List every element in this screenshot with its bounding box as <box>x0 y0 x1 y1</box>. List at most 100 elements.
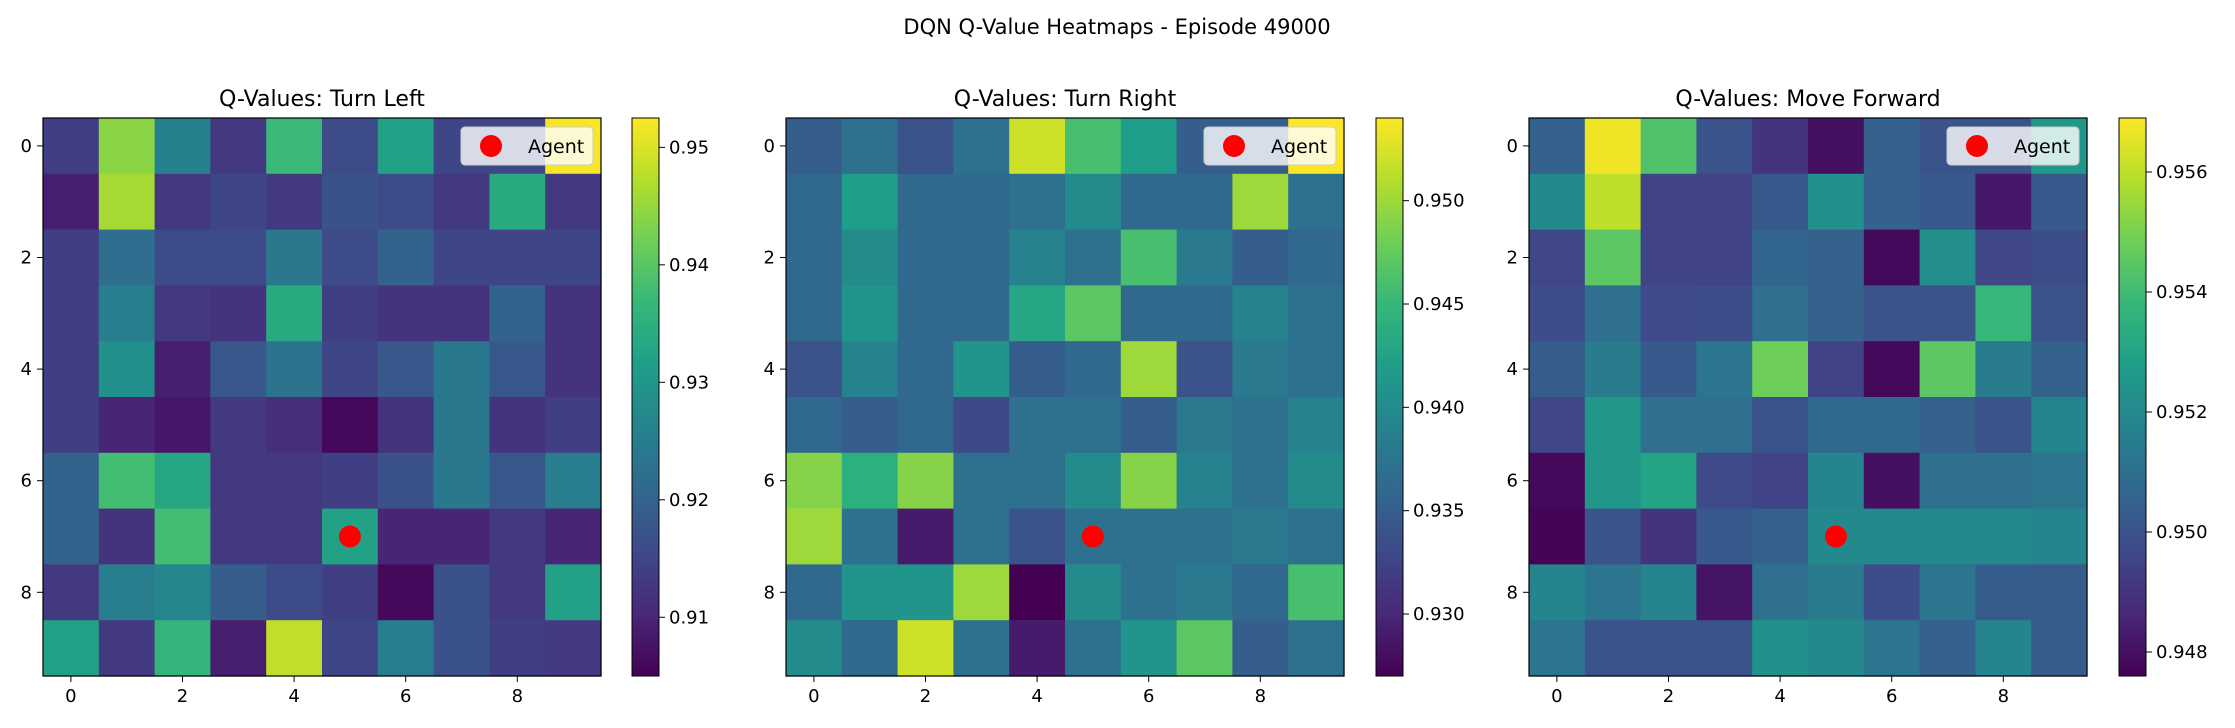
colorbar-tick-label: 0.956 <box>2156 162 2208 183</box>
heatmap-cell <box>266 118 323 175</box>
heatmap-cell <box>841 508 899 565</box>
heatmap-cell <box>1975 229 2032 286</box>
heatmap-cell <box>841 341 899 398</box>
heatmap-cell <box>897 229 954 286</box>
heatmap-cell <box>1176 397 1233 454</box>
heatmap-cell <box>545 341 602 398</box>
heatmap-cell <box>1640 229 1697 286</box>
heatmap-cell <box>322 285 379 342</box>
heatmap-cell <box>154 452 211 510</box>
axes-frame <box>785 117 1345 677</box>
legend: Agent <box>1203 126 1337 166</box>
heatmap-cell <box>1009 118 1066 175</box>
heatmap-cell <box>1863 620 1921 677</box>
heatmap-cell <box>1009 508 1066 565</box>
heatmap-cell <box>786 118 843 175</box>
heatmap-cell <box>1120 620 1178 677</box>
heatmap-cell <box>1065 620 1122 677</box>
heatmap-cell <box>210 285 267 342</box>
heatmap-cell <box>1752 173 1809 231</box>
heatmap-cell <box>377 118 435 175</box>
heatmap-cell <box>897 564 954 621</box>
heatmap-cell <box>1232 173 1289 231</box>
heatmap-cell <box>210 620 267 677</box>
heatmap-cell <box>43 229 100 286</box>
y-tick-label: 2 <box>764 248 775 269</box>
heatmap-cell <box>1584 229 1642 286</box>
heatmap-cell <box>266 620 323 677</box>
x-tick-label: 6 <box>1886 686 1897 707</box>
y-tick-label: 6 <box>21 471 32 492</box>
heatmap-cell <box>1288 341 1345 398</box>
y-tick-label: 8 <box>764 582 775 603</box>
heatmap-cell <box>1232 229 1289 286</box>
heatmap-cell <box>489 229 546 286</box>
legend-label: Agent <box>2014 136 2070 158</box>
x-tick-label: 8 <box>1255 686 1266 707</box>
heatmap-cell <box>1640 452 1697 510</box>
heatmap-cell <box>1752 564 1809 621</box>
heatmap-cell <box>43 118 100 175</box>
heatmap-cell <box>786 397 843 454</box>
colorbar: 0.948 0.950 0.952 0.954 0.956 <box>2118 117 2208 677</box>
heatmap-cell <box>1584 452 1642 510</box>
heatmap-cell <box>1975 341 2032 398</box>
heatmap-cell <box>1919 452 1976 510</box>
heatmap-cell <box>1232 564 1289 621</box>
agent-marker <box>338 525 361 548</box>
heatmap-cell <box>2031 341 2088 398</box>
heatmap-cell <box>1176 341 1233 398</box>
heatmap-cell <box>897 452 954 510</box>
heatmap-cell <box>953 564 1010 621</box>
heatmap-cell <box>2031 452 2088 510</box>
agent-marker <box>1824 525 1847 548</box>
heatmap-cell <box>210 341 267 398</box>
heatmap-cell <box>1696 397 1753 454</box>
heatmap-cell <box>377 620 435 677</box>
heatmap-cell <box>154 285 211 342</box>
y-tick-label: 0 <box>21 136 32 157</box>
heatmap-cell <box>2031 508 2088 565</box>
heatmap-cell <box>1919 173 1976 231</box>
y-tick-label: 4 <box>764 359 775 380</box>
heatmap-cell <box>1232 397 1289 454</box>
legend-marker-icon <box>480 135 502 157</box>
y-tick-label: 6 <box>1507 471 1518 492</box>
heatmap-cell <box>1696 620 1753 677</box>
heatmap-cell <box>154 397 211 454</box>
colorbar-gradient <box>631 117 660 677</box>
heatmap-cell <box>377 229 435 286</box>
y-tick-label: 6 <box>764 471 775 492</box>
colorbar-gradient <box>1375 117 1404 677</box>
heatmap-cell <box>1584 508 1642 565</box>
heatmap-cell <box>1640 508 1697 565</box>
heatmap-cell <box>1529 341 1586 398</box>
heatmap-cell <box>545 229 602 286</box>
legend-marker-icon <box>1966 135 1988 157</box>
heatmap-cell <box>841 285 899 342</box>
heatmap-cell <box>1752 341 1809 398</box>
colorbar-tick-label: 0.91 <box>669 607 709 628</box>
heatmap-cell <box>1696 285 1753 342</box>
heatmap-cell <box>1120 508 1178 565</box>
panel-title: Q-Values: Turn Left <box>219 87 425 112</box>
heatmap-cell <box>1009 564 1066 621</box>
heatmap-cell <box>545 452 602 510</box>
heatmap-cell <box>98 508 156 565</box>
heatmap-cell <box>1584 118 1642 175</box>
heatmap-cell <box>1529 229 1586 286</box>
heatmap-cell <box>1288 285 1345 342</box>
x-tick-label: 2 <box>177 686 188 707</box>
heatmap-cell <box>1919 341 1976 398</box>
heatmap-cell <box>1065 118 1122 175</box>
heatmap-cell <box>1529 285 1586 342</box>
heatmap-cell <box>1696 564 1753 621</box>
heatmap-cell <box>1065 285 1122 342</box>
heatmap-cell <box>98 341 156 398</box>
x-tick-label: 4 <box>288 686 299 707</box>
heatmap-cell <box>1232 341 1289 398</box>
heatmap-cell <box>43 397 100 454</box>
heatmap-cell <box>322 397 379 454</box>
x-tick-label: 8 <box>512 686 523 707</box>
heatmap-cell <box>43 564 100 621</box>
